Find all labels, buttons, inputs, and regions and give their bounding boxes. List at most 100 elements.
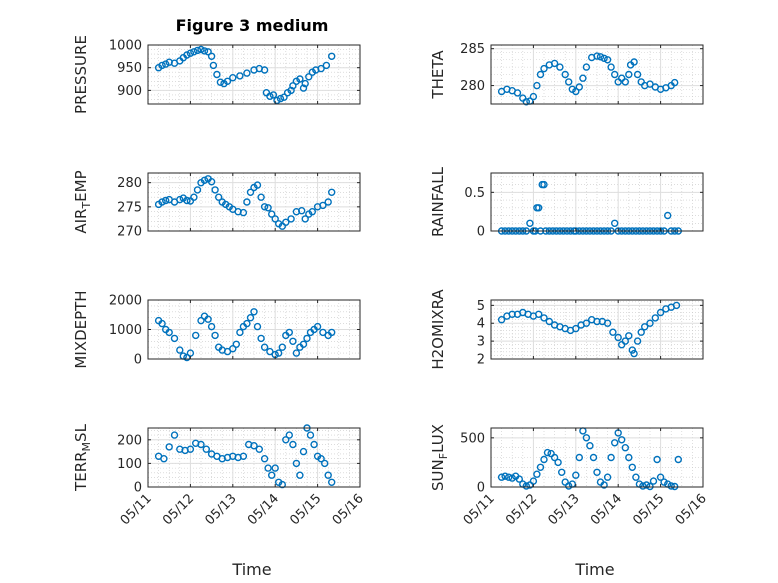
- data-point: [639, 482, 647, 490]
- data-point: [313, 322, 322, 331]
- data-point: [239, 452, 248, 460]
- data-point: [664, 211, 672, 220]
- data-point: [651, 314, 659, 322]
- data-point: [282, 218, 290, 227]
- data-point: [260, 66, 269, 74]
- subplot-air_temp: 270 275 280 AIRTEMP: [72, 170, 361, 240]
- data-point: [625, 332, 633, 340]
- data-point: [618, 436, 626, 444]
- data-point: [603, 56, 612, 64]
- data-point: [170, 334, 179, 343]
- data-point: [526, 219, 534, 228]
- data-point: [600, 54, 608, 62]
- y-axis-label-2: AIRTEMP: [72, 170, 93, 233]
- data-point: [285, 328, 293, 337]
- data-point: [328, 52, 336, 60]
- data-point: [207, 177, 216, 186]
- data-point: [216, 78, 225, 86]
- data-point: [282, 436, 290, 444]
- y-tick-label: 950: [117, 61, 142, 76]
- data-point: [561, 70, 569, 79]
- data-point: [572, 471, 580, 479]
- data-point: [660, 478, 668, 486]
- data-point: [310, 440, 318, 449]
- data-point: [268, 210, 276, 218]
- data-point: [276, 94, 285, 103]
- data-point: [239, 208, 248, 217]
- data-point: [301, 79, 309, 88]
- data-point: [609, 328, 617, 336]
- data-point: [328, 188, 336, 197]
- data-point: [603, 319, 612, 327]
- y-tick-label: 100: [117, 457, 142, 472]
- data-point: [321, 459, 329, 468]
- axes-box: [490, 44, 704, 105]
- data-point: [550, 453, 559, 462]
- y-tick-label: 0: [477, 225, 485, 240]
- data-point: [158, 61, 166, 70]
- data-point: [572, 87, 580, 96]
- data-point: [303, 334, 311, 343]
- data-point: [243, 69, 251, 77]
- data-point: [299, 84, 308, 92]
- data-point: [229, 73, 237, 82]
- data-point: [611, 70, 619, 79]
- data-point: [621, 337, 629, 345]
- data-point: [536, 70, 545, 79]
- data-point: [582, 434, 591, 442]
- data-point: [200, 47, 209, 55]
- y-axis-label-7: SUNFLUX: [429, 424, 450, 491]
- data-point: [292, 349, 301, 357]
- data-point: [191, 331, 200, 340]
- data-point: [280, 93, 288, 101]
- data-point: [207, 322, 216, 331]
- data-point: [621, 78, 629, 86]
- data-point: [158, 198, 166, 206]
- x-tick-label: 05/14: [245, 491, 282, 528]
- y-axis-label-5: H2OMIXRA: [429, 289, 447, 370]
- data-point: [268, 471, 276, 479]
- data-point: [257, 334, 265, 343]
- x-tick-label: 05/14: [588, 491, 625, 528]
- y-tick-label: 0: [134, 353, 142, 368]
- data-point: [243, 198, 251, 206]
- data-point: [183, 51, 191, 59]
- data-point: [202, 445, 211, 453]
- y-tick-label: 0: [477, 481, 485, 496]
- data-point: [207, 52, 216, 60]
- data-point: [556, 63, 564, 71]
- data-point: [213, 70, 221, 79]
- data-point: [611, 219, 619, 228]
- data-point: [513, 89, 522, 97]
- data-point: [193, 46, 202, 55]
- data-point: [628, 463, 636, 471]
- y-axis-label-1: THETA: [429, 50, 447, 100]
- x-axis-label-right: Time: [574, 560, 614, 579]
- x-tick-label: 05/13: [546, 491, 583, 528]
- data-point: [646, 80, 654, 88]
- y-axis-label-6: TERRMSL: [72, 423, 93, 492]
- data-point: [550, 59, 559, 68]
- data-point: [285, 431, 293, 439]
- data-point: [232, 340, 241, 348]
- data-point: [625, 70, 633, 79]
- data-point: [200, 176, 209, 185]
- data-point: [176, 195, 184, 204]
- data-point: [593, 468, 601, 476]
- data-point: [255, 445, 263, 453]
- data-point: [253, 181, 262, 189]
- series-markers: [497, 301, 681, 358]
- axes-box: [490, 172, 704, 232]
- data-point: [209, 61, 218, 70]
- data-point: [204, 48, 212, 56]
- series-markers: [154, 308, 336, 362]
- data-point: [193, 186, 202, 194]
- data-point: [271, 215, 279, 223]
- data-point: [223, 347, 232, 356]
- x-axis-label-left: Time: [231, 560, 271, 579]
- y-axis-label-4: MIXDEPTH: [72, 290, 90, 368]
- y-tick-label: 500: [460, 431, 485, 446]
- subplot-theta: 280 285 THETA: [429, 42, 704, 106]
- data-point: [508, 310, 516, 318]
- data-point: [565, 78, 573, 86]
